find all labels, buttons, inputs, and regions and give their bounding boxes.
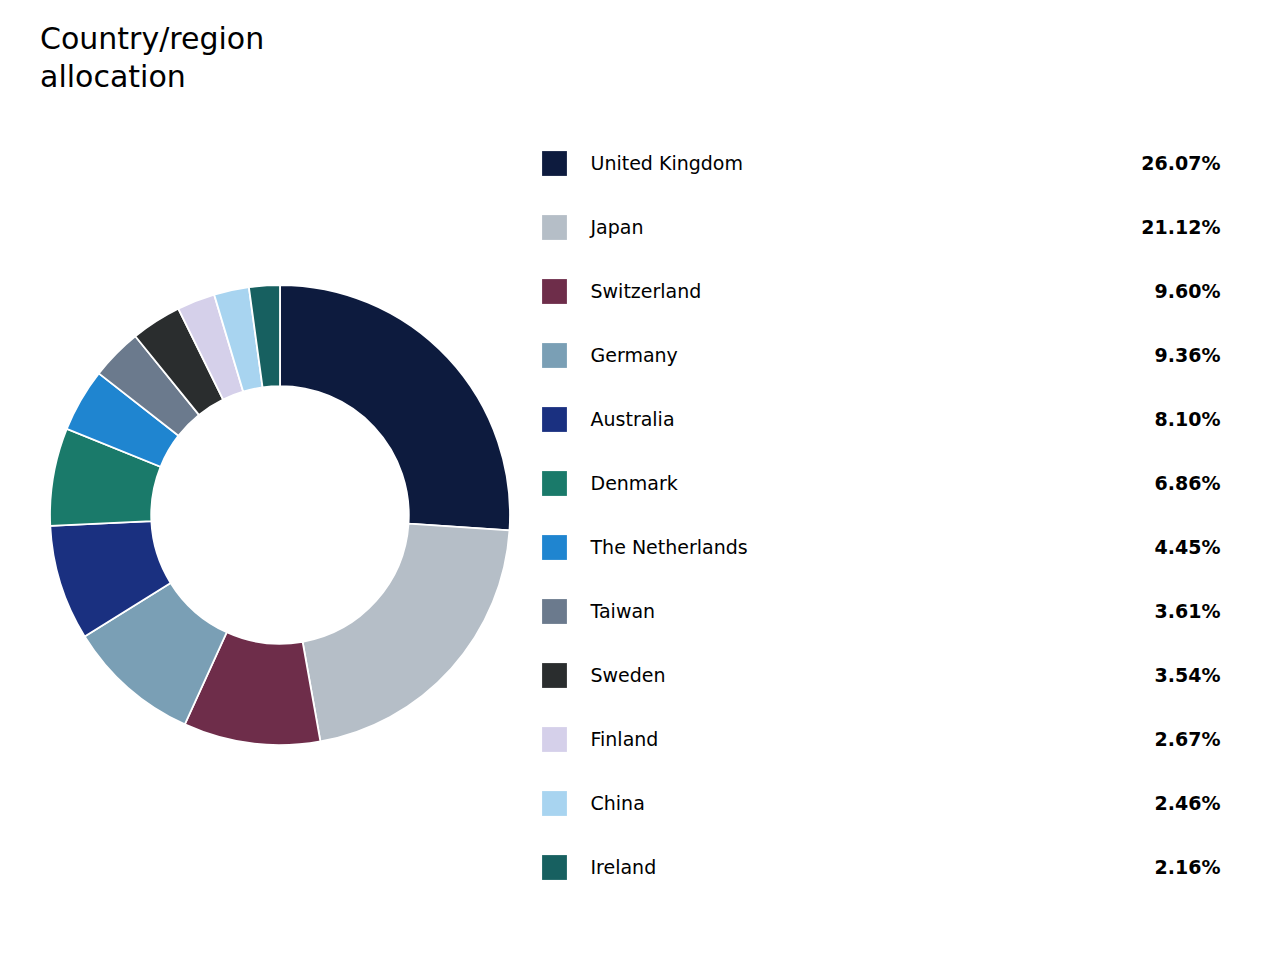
svg-text:United Kingdom: United Kingdom: [591, 152, 744, 174]
svg-text:Taiwan: Taiwan: [590, 600, 656, 622]
svg-text:4.45%: 4.45%: [1155, 536, 1221, 558]
svg-text:Denmark: Denmark: [591, 472, 678, 494]
svg-text:Japan: Japan: [590, 216, 644, 238]
html-text:Country/region allocation: Country/region allocation: [40, 21, 265, 94]
svg-text:Germany: Germany: [591, 344, 678, 366]
svg-text:2.16%: 2.16%: [1155, 856, 1221, 878]
svg-text:6.86%: 6.86%: [1155, 472, 1221, 494]
svg-text:9.60%: 9.60%: [1155, 280, 1221, 302]
svg-text:2.67%: 2.67%: [1155, 728, 1221, 750]
svg-text:21.12%: 21.12%: [1141, 216, 1220, 238]
svg-text:8.10%: 8.10%: [1155, 408, 1221, 430]
svg-text:Australia: Australia: [591, 408, 675, 430]
svg-text:2.46%: 2.46%: [1155, 792, 1221, 814]
svg-text:Ireland: Ireland: [591, 856, 657, 878]
svg-text:3.61%: 3.61%: [1155, 600, 1221, 622]
svg-text:Finland: Finland: [591, 728, 659, 750]
svg-text:The Netherlands: The Netherlands: [590, 536, 748, 558]
svg-text:Switzerland: Switzerland: [591, 280, 702, 302]
svg-text:9.36%: 9.36%: [1155, 344, 1221, 366]
svg-text:Sweden: Sweden: [591, 664, 666, 686]
svg-text:26.07%: 26.07%: [1141, 152, 1220, 174]
svg-text:China: China: [591, 792, 645, 814]
svg-text:3.54%: 3.54%: [1155, 664, 1221, 686]
